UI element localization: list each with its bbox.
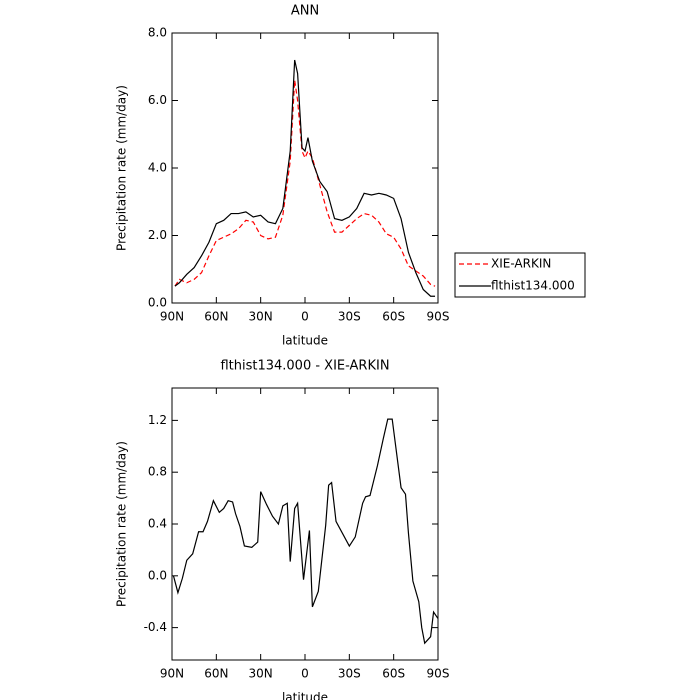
- x-tick-label: 60N: [204, 667, 228, 681]
- y-tick-label: 0.4: [148, 517, 167, 531]
- data-line: [174, 80, 436, 287]
- y-tick-label: 6.0: [148, 93, 167, 107]
- y-axis-label: Precipitation rate (mm/day): [115, 441, 129, 607]
- y-tick-label: -0.4: [144, 620, 167, 634]
- y-tick-label: 2.0: [148, 228, 167, 242]
- x-tick-label: 30S: [338, 667, 361, 681]
- x-tick-label: 90N: [160, 667, 184, 681]
- y-tick-label: 8.0: [148, 26, 167, 40]
- x-tick-label: 60S: [382, 310, 405, 324]
- legend-label: flthist134.000: [491, 279, 575, 293]
- y-tick-label: 4.0: [148, 161, 167, 175]
- y-tick-label: 0.0: [148, 296, 167, 310]
- y-tick-label: 0.8: [148, 465, 167, 479]
- x-tick-label: 30N: [249, 310, 273, 324]
- plot-frame: [171, 387, 439, 661]
- x-tick-label: 90S: [427, 667, 450, 681]
- y-tick-label: 0.0: [148, 568, 167, 582]
- y-tick-label: 1.2: [148, 413, 167, 427]
- chart-title: ANN: [291, 4, 319, 19]
- x-axis-label: latitude: [282, 691, 328, 700]
- x-tick-label: 30S: [338, 310, 361, 324]
- plot-frame: [171, 32, 439, 304]
- data-line: [172, 418, 439, 645]
- x-tick-label: 90N: [160, 310, 184, 324]
- x-tick-label: 0: [301, 310, 309, 324]
- x-axis-label: latitude: [282, 334, 328, 348]
- data-line: [174, 59, 436, 297]
- y-axis-label: Precipitation rate (mm/day): [115, 85, 129, 251]
- x-tick-label: 60S: [382, 667, 405, 681]
- x-tick-label: 0: [301, 667, 309, 681]
- x-tick-label: 60N: [204, 310, 228, 324]
- legend-label: XIE-ARKIN: [491, 257, 551, 271]
- x-tick-label: 90S: [427, 310, 450, 324]
- x-tick-label: 30N: [249, 667, 273, 681]
- legend-box: [454, 252, 586, 298]
- chart-title: flthist134.000 - XIE-ARKIN: [220, 359, 389, 374]
